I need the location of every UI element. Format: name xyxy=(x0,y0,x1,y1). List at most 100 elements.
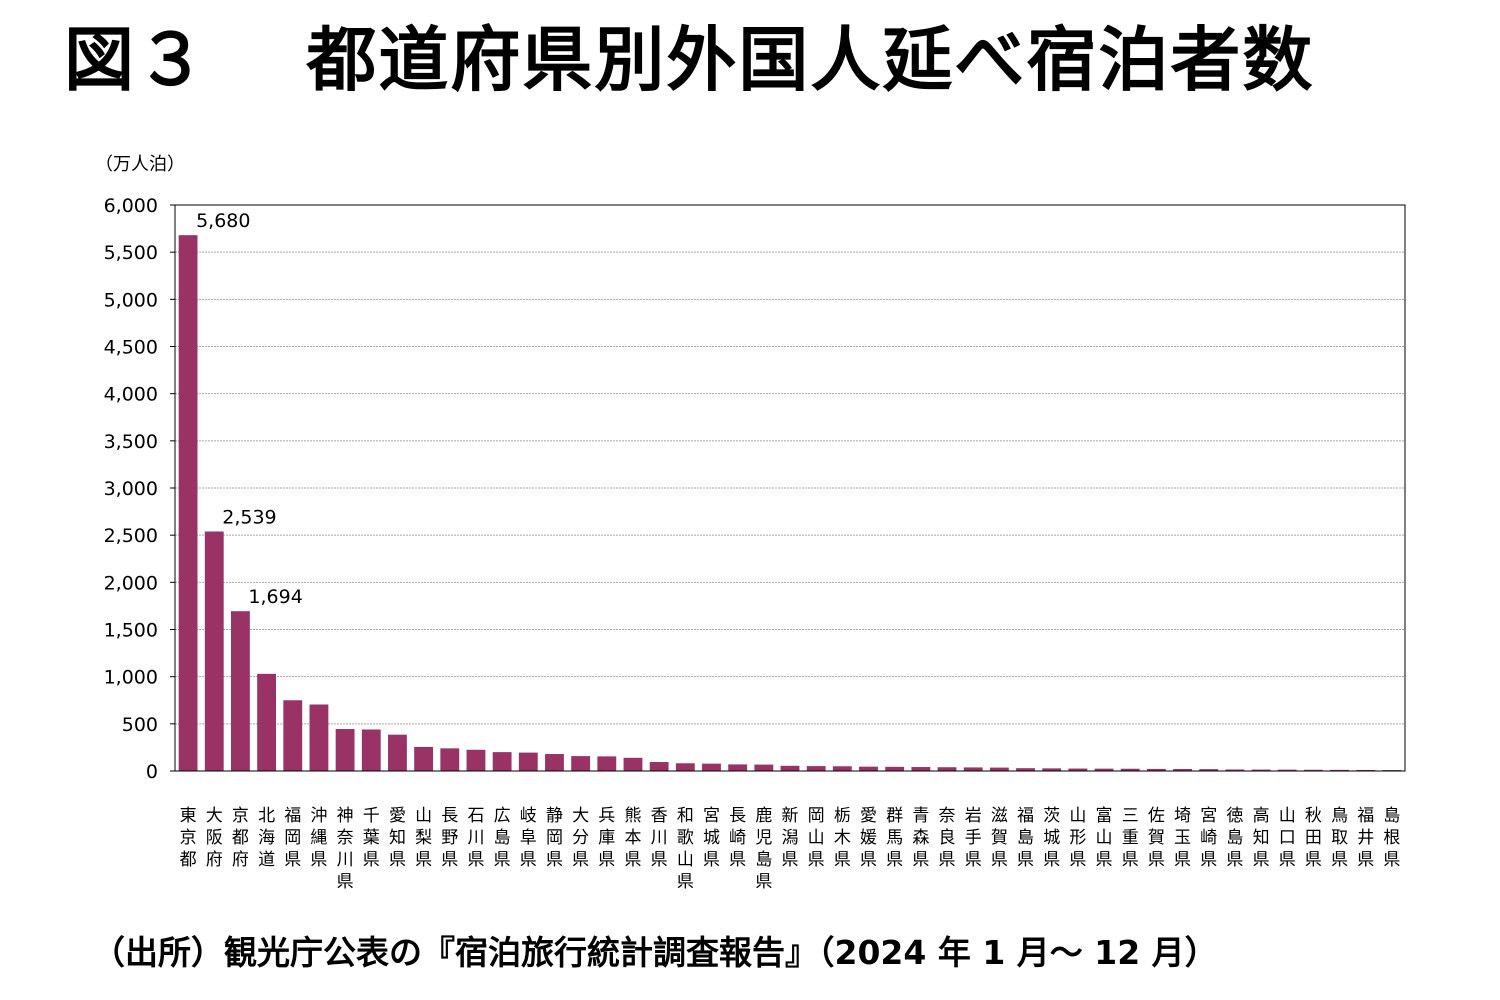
category-label: 栃木県 xyxy=(834,806,851,870)
bar-長野県 xyxy=(440,748,460,771)
category-label: 北海道 xyxy=(258,806,275,870)
bar-山口県 xyxy=(1277,769,1297,771)
bar-新潟県 xyxy=(780,765,800,771)
category-label: 岐阜県 xyxy=(520,806,537,870)
bar-北海道 xyxy=(257,673,277,771)
category-label: 山口県 xyxy=(1279,806,1296,870)
y-tick-label: 1,500 xyxy=(104,620,158,642)
bar-大分県 xyxy=(571,756,591,771)
y-axis-unit-group: （万人泊） xyxy=(95,154,185,175)
bar-愛知県 xyxy=(388,734,407,771)
bar-奈良県 xyxy=(937,767,957,771)
bar-長崎県 xyxy=(728,764,748,771)
plot-frame xyxy=(174,204,1406,772)
category-label: 長野県 xyxy=(441,806,458,870)
y-tick-label: 0 xyxy=(146,761,158,783)
bar-宮城県 xyxy=(702,763,721,771)
bars xyxy=(178,235,1402,772)
category-label: 福岡県 xyxy=(284,806,301,870)
category-label: 熊本県 xyxy=(624,806,641,870)
bar-神奈川県 xyxy=(335,729,355,771)
bar-広島県 xyxy=(492,752,512,771)
data-label: 1,694 xyxy=(248,586,302,608)
category-label: 千葉県 xyxy=(363,806,380,870)
bar-熊本県 xyxy=(623,757,643,771)
y-tick-label: 2,000 xyxy=(104,572,158,594)
bar-沖縄県 xyxy=(309,704,329,771)
category-label: 福島県 xyxy=(1017,806,1034,870)
bar-京都府 xyxy=(231,611,250,771)
y-axis-unit-label: （万人泊） xyxy=(95,154,185,175)
y-tick-label: 2,500 xyxy=(104,525,158,547)
bar-兵庫県 xyxy=(597,756,617,771)
bar-静岡県 xyxy=(545,754,564,771)
bar-鳥取県 xyxy=(1330,769,1349,771)
category-label: 福井県 xyxy=(1357,806,1374,870)
category-label: 静岡県 xyxy=(546,806,563,870)
category-label: 兵庫県 xyxy=(598,806,615,870)
category-label: 新潟県 xyxy=(782,806,799,870)
bar-福井県 xyxy=(1356,769,1376,771)
bar-富山県 xyxy=(1094,768,1114,771)
y-tick-label: 3,500 xyxy=(104,431,158,453)
y-tick-label: 3,000 xyxy=(104,478,158,500)
category-label: 香川県 xyxy=(651,806,668,870)
category-label: 大阪府 xyxy=(206,806,223,870)
category-label: 大分県 xyxy=(572,806,589,870)
bar-和歌山県 xyxy=(675,763,695,771)
bar-岐阜県 xyxy=(518,752,538,771)
category-label: 富山県 xyxy=(1096,806,1113,870)
y-tick-label: 6,000 xyxy=(104,195,158,217)
category-label: 佐賀県 xyxy=(1148,806,1165,870)
grid-lines xyxy=(175,251,1405,725)
y-tick-label: 5,000 xyxy=(104,289,158,311)
category-label: 和歌山県 xyxy=(677,806,694,892)
y-tick-label: 1,000 xyxy=(104,667,158,689)
bar-三重県 xyxy=(1120,768,1140,771)
bar-岡山県 xyxy=(806,766,826,771)
category-label: 宮崎県 xyxy=(1200,806,1217,870)
category-label: 京都府 xyxy=(232,806,249,870)
category-label: 群馬県 xyxy=(886,806,903,870)
y-tick-label: 500 xyxy=(122,714,158,736)
bar-千葉県 xyxy=(361,729,381,771)
category-label: 東京都 xyxy=(180,806,197,870)
bar-岩手県 xyxy=(963,767,983,771)
bar-大阪府 xyxy=(204,531,224,771)
category-label: 山形県 xyxy=(1069,806,1086,870)
bar-香川県 xyxy=(649,762,669,771)
data-label: 2,539 xyxy=(222,506,276,528)
bar-chart: （万人泊） 0 500 1,000 1,500 2,000 2,500 3,000 3,500… xyxy=(95,154,1406,892)
category-label: 滋賀県 xyxy=(991,806,1008,870)
y-tick-label: 4,000 xyxy=(104,384,158,406)
category-label: 広島県 xyxy=(494,806,511,870)
category-label: 高知県 xyxy=(1253,806,1270,870)
bar-滋賀県 xyxy=(989,767,1009,771)
category-label: 奈良県 xyxy=(939,806,956,870)
bar-愛媛県 xyxy=(859,766,878,771)
bar-青森県 xyxy=(911,767,931,771)
category-label: 沖縄県 xyxy=(310,806,327,870)
category-label: 鳥取県 xyxy=(1331,806,1348,870)
category-label: 愛媛県 xyxy=(860,806,877,870)
category-label: 愛知県 xyxy=(389,806,406,870)
bar-茨城県 xyxy=(1042,768,1062,771)
bar-山形県 xyxy=(1068,768,1088,771)
category-label: 三重県 xyxy=(1122,806,1139,870)
category-label: 茨城県 xyxy=(1043,806,1060,870)
bar-群馬県 xyxy=(885,766,905,771)
bar-宮崎県 xyxy=(1199,769,1219,771)
bar-埼玉県 xyxy=(1173,769,1192,771)
y-axis-ticks: 0 500 1,000 1,500 2,000 2,500 3,000 3,500 4,000 4… xyxy=(104,195,175,783)
bar-石川県 xyxy=(466,749,486,771)
bar-山梨県 xyxy=(414,746,434,771)
y-tick-label: 4,500 xyxy=(104,337,158,359)
category-label: 鹿児島県 xyxy=(755,806,772,892)
category-label: 神奈川県 xyxy=(337,806,354,892)
data-label: 5,680 xyxy=(196,210,250,232)
category-label: 青森県 xyxy=(912,806,929,870)
y-tick-label: 5,500 xyxy=(104,242,158,264)
source-note: （出所）観光庁公表の『宿泊旅行統計調査報告』（2024 年 1 月～ 12 月） xyxy=(92,933,1218,972)
bar-福岡県 xyxy=(283,700,303,771)
bar-栃木県 xyxy=(832,766,852,771)
